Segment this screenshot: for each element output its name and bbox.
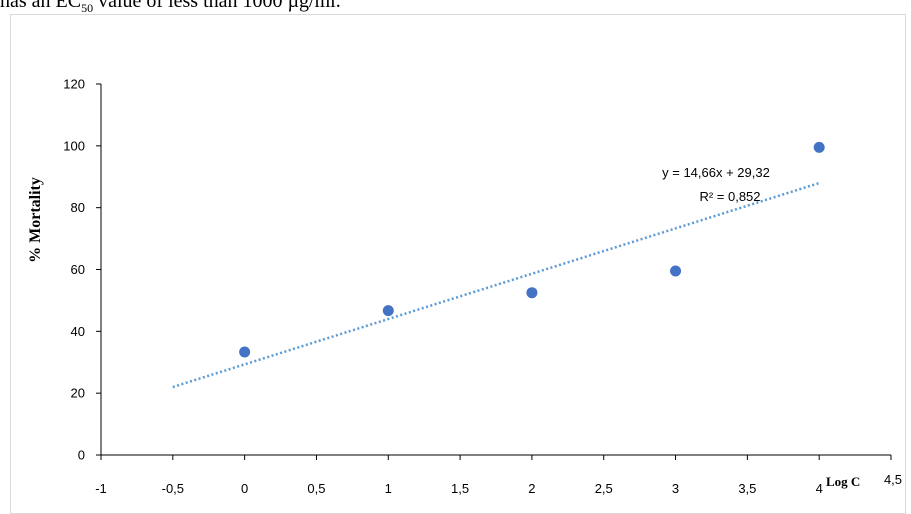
y-tick-label: 80	[71, 200, 85, 215]
x-tick-label: 2,5	[595, 481, 613, 496]
data-point	[526, 287, 538, 299]
y-tick-label: 100	[63, 138, 85, 153]
y-tick-label: 60	[71, 262, 85, 277]
x-tick-label: -1	[95, 481, 107, 496]
caption-text: has an EC50 value of less than 1000 µg/m…	[0, 0, 341, 16]
x-tick-label: 3,5	[738, 481, 756, 496]
data-point	[239, 346, 251, 358]
chart-axes	[100, 84, 891, 460]
trendline	[172, 181, 820, 389]
y-tick-label: 120	[63, 77, 85, 92]
x-tick-label: 4,5	[884, 472, 902, 487]
data-points	[239, 141, 825, 358]
trendline-group	[172, 181, 820, 389]
x-axis-title: Log C	[826, 474, 860, 489]
x-tick-label: -0,5	[162, 481, 184, 496]
y-tick-label: 40	[71, 324, 85, 339]
data-point	[813, 141, 825, 153]
data-point	[670, 265, 682, 277]
chart-labels: y = 14,66x + 29,32 R² = 0,852 % Mortality L…	[27, 165, 860, 489]
x-tick-label: 0	[241, 481, 248, 496]
caption-subscript: 50	[81, 1, 94, 15]
x-tick-label: 2	[528, 481, 535, 496]
y-tick-label: 20	[71, 386, 85, 401]
x-tick-label: 4	[816, 481, 823, 496]
y-tick-label: 0	[78, 448, 85, 463]
x-tick-label: 1,5	[451, 481, 469, 496]
caption-before: has an EC	[0, 0, 82, 12]
trendline-equation: y = 14,66x + 29,32	[662, 165, 770, 180]
x-tick-label: 1	[385, 481, 392, 496]
x-tick-label: 0,5	[307, 481, 325, 496]
trendline-r2: R² = 0,852	[699, 189, 760, 204]
chart-ticks: 0 20 40 60 80 100 120 -1 -0,5 0 0,5 1 1,5 2 2,5 3 3,5 4 4,…	[63, 77, 902, 497]
caption-after: value of less than 1000 µg/ml.	[93, 0, 341, 12]
data-point	[382, 305, 394, 317]
x-tick-label: 3	[672, 481, 679, 496]
y-axis-title: % Mortality	[27, 177, 44, 263]
